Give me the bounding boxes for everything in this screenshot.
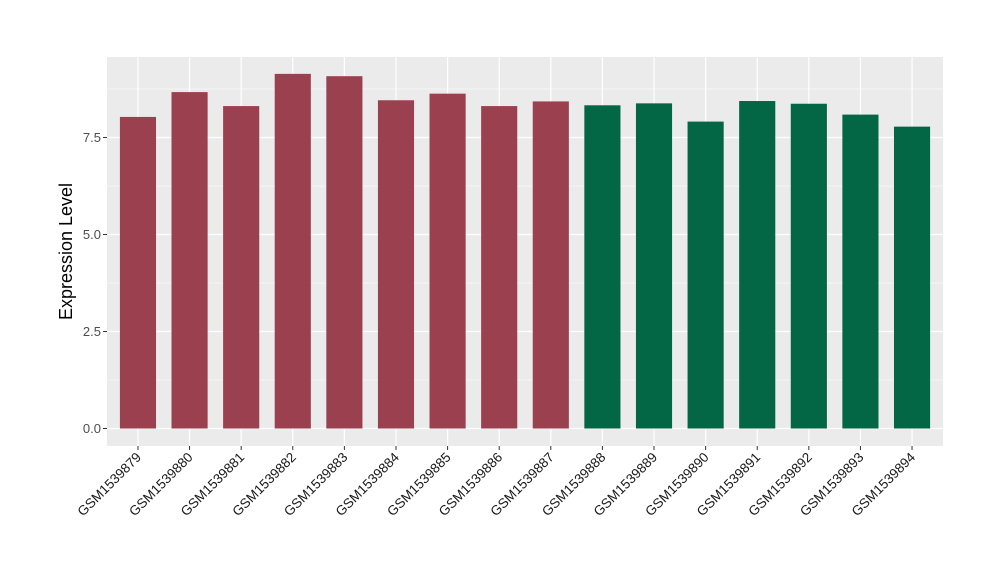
y-tick-label: 5.0 — [83, 227, 101, 242]
bar-GSM1539885 — [429, 93, 466, 429]
bar-GSM1539879 — [119, 116, 157, 429]
bar-GSM1539894 — [893, 126, 931, 429]
y-axis-title: Expression Level — [56, 183, 76, 320]
bar-GSM1539893 — [842, 114, 879, 429]
bar-GSM1539892 — [790, 103, 827, 429]
bar-GSM1539881 — [223, 106, 260, 429]
y-axis: 0.0 2.5 5.0 7.5 — [83, 130, 107, 436]
bar-GSM1539888 — [584, 105, 621, 429]
y-tick-label: 2.5 — [83, 324, 101, 339]
bar-GSM1539880 — [171, 92, 208, 429]
y-tick-label: 0.0 — [83, 421, 101, 436]
bar-GSM1539882 — [274, 73, 311, 429]
bar-series — [119, 73, 931, 429]
x-axis: GSM1539879GSM1539880GSM1539881GSM1539882… — [75, 446, 919, 519]
bar-GSM1539883 — [326, 76, 363, 429]
bar-GSM1539884 — [377, 100, 415, 429]
y-tick-label: 7.5 — [83, 130, 101, 145]
bar-GSM1539889 — [635, 103, 673, 429]
bar-GSM1539887 — [532, 101, 569, 429]
bar-GSM1539886 — [481, 106, 518, 429]
bar-GSM1539890 — [687, 121, 724, 429]
bar-GSM1539891 — [739, 101, 776, 429]
